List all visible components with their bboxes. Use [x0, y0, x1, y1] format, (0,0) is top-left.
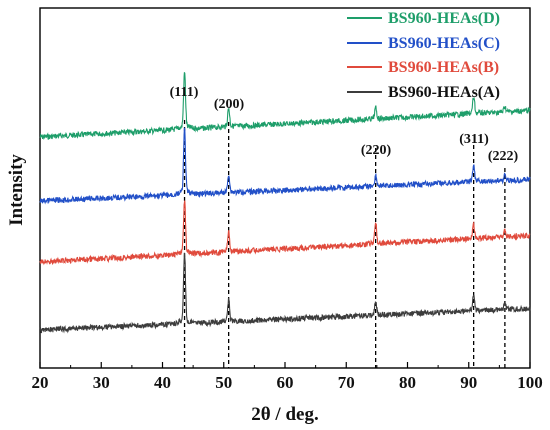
- legend: BS960-HEAs(D) BS960-HEAs(C) BS960-HEAs(B) B…: [347, 10, 500, 101]
- x-tick-label: 60: [277, 373, 294, 392]
- x-tick-label: 70: [338, 373, 355, 392]
- x-tick-label: 90: [460, 373, 477, 392]
- peak-labels: (111) (200) (220) (311) (222): [170, 85, 519, 164]
- reference-lines: [183, 120, 506, 368]
- x-axis-title: 2θ / deg.: [251, 404, 318, 425]
- x-axis: 20 30 40 50 60 70 80 90 100: [32, 362, 543, 392]
- series-lines: [39, 72, 531, 334]
- legend-label: BS960-HEAs(D): [388, 10, 500, 27]
- x-tick-label: 80: [399, 373, 416, 392]
- peak-label: (222): [488, 149, 519, 164]
- series-line: [39, 200, 531, 266]
- x-tick-label: 50: [215, 373, 232, 392]
- peak-label: (111): [170, 85, 199, 100]
- series-line: [39, 252, 531, 334]
- x-tick-label: 100: [517, 373, 543, 392]
- legend-label: BS960-HEAs(C): [388, 35, 500, 52]
- x-tick-label: 40: [154, 373, 171, 392]
- peak-label: (200): [214, 97, 245, 112]
- legend-label: BS960-HEAs(A): [388, 84, 500, 101]
- legend-label: BS960-HEAs(B): [388, 59, 499, 76]
- x-tick-label: 30: [93, 373, 110, 392]
- series-line: [39, 127, 531, 205]
- series-line: [39, 72, 531, 141]
- y-axis-title: Intensity: [6, 154, 27, 226]
- x-tick-label: 20: [32, 373, 49, 392]
- peak-label: (220): [361, 143, 392, 158]
- peak-label: (311): [459, 132, 489, 147]
